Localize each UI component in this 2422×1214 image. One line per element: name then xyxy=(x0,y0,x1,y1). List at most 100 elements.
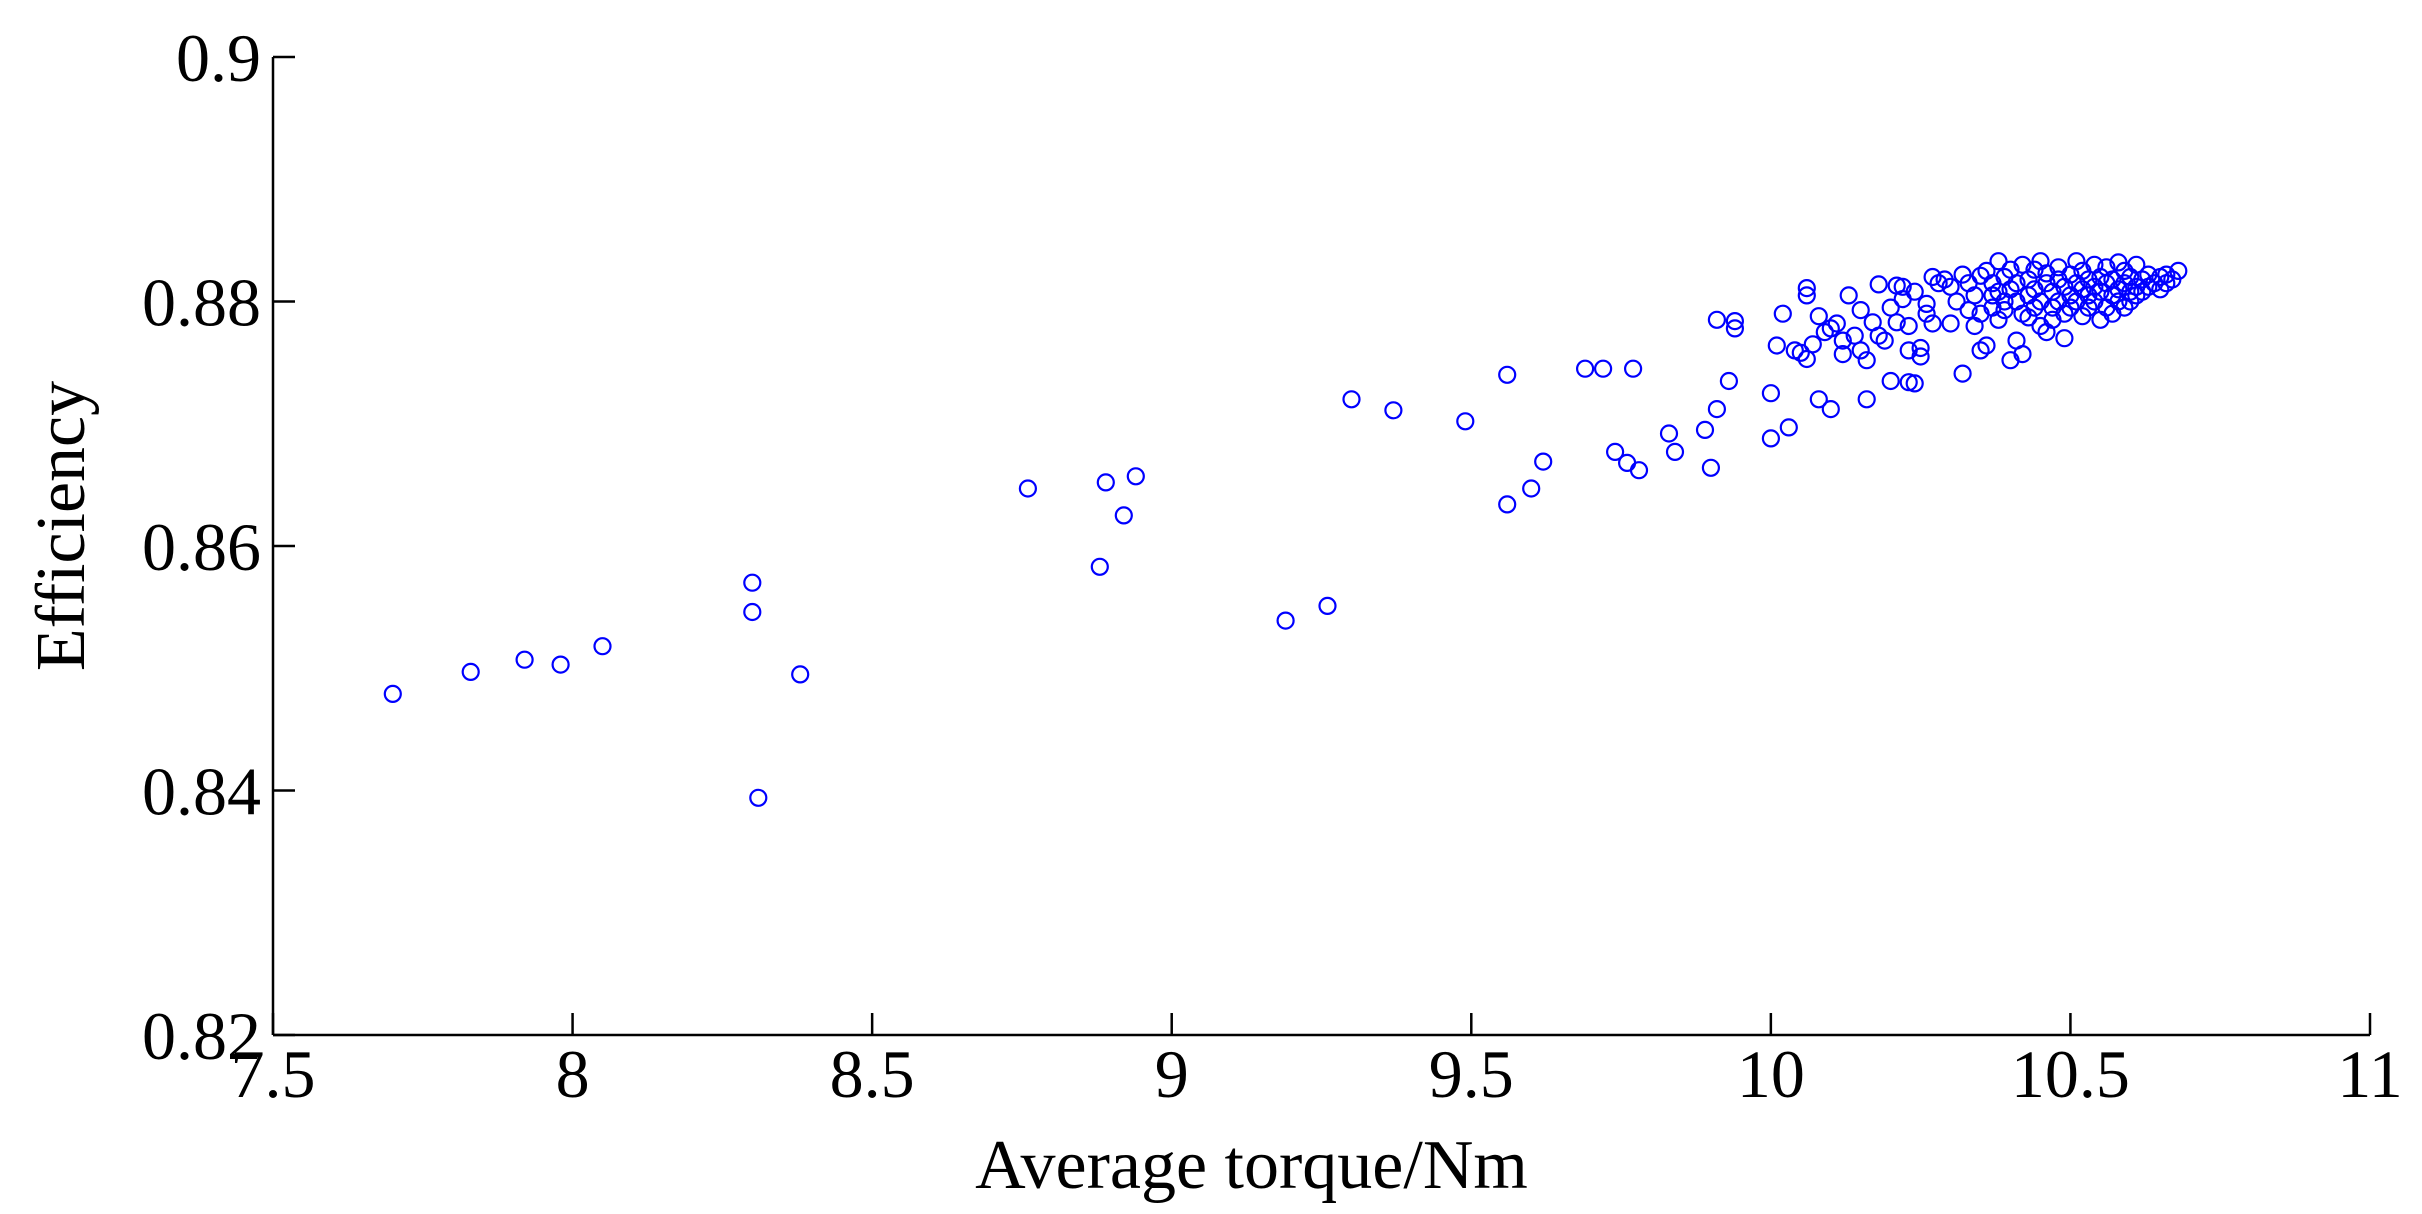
data-point xyxy=(1923,267,1942,287)
data-point xyxy=(1989,252,2008,271)
data-point xyxy=(1342,390,1361,409)
data-point xyxy=(1090,557,1109,576)
data-point xyxy=(1773,304,1792,323)
data-points xyxy=(383,252,2188,807)
data-point xyxy=(1276,611,1295,630)
data-point xyxy=(791,665,810,684)
data-point xyxy=(1893,290,1912,309)
data-point xyxy=(1797,279,1816,298)
data-point xyxy=(2133,282,2152,301)
data-point xyxy=(1947,292,1966,311)
data-point xyxy=(1659,424,1679,443)
data-point xyxy=(2085,277,2104,296)
data-point xyxy=(1725,312,1745,331)
x-tick-label: 10.5 xyxy=(2011,1036,2130,1112)
x-tick-label: 9.5 xyxy=(1429,1036,1514,1112)
data-point xyxy=(1869,326,1888,345)
data-point xyxy=(1498,365,1517,384)
data-point xyxy=(1809,390,1828,409)
data-point xyxy=(2073,280,2092,299)
data-point xyxy=(2103,270,2122,289)
data-point xyxy=(2115,298,2134,317)
data-point xyxy=(515,650,534,669)
axes xyxy=(271,55,2372,1037)
data-point xyxy=(2145,274,2164,293)
data-point xyxy=(1875,331,1894,350)
data-point xyxy=(1522,479,1541,498)
data-point xyxy=(1857,390,1876,409)
data-point xyxy=(1318,596,1337,616)
data-point xyxy=(1833,345,1852,364)
data-point xyxy=(1779,418,1798,437)
data-point xyxy=(743,602,762,622)
data-point xyxy=(2109,280,2128,299)
data-point xyxy=(1707,400,1727,419)
data-point xyxy=(1629,461,1649,480)
data-point xyxy=(2019,270,2038,289)
data-point xyxy=(2157,265,2176,284)
data-point xyxy=(1803,335,1822,354)
data-point xyxy=(1767,336,1786,355)
x-tick-label: 11 xyxy=(2337,1036,2402,1112)
data-point xyxy=(1953,364,1972,383)
data-point xyxy=(2025,298,2044,317)
data-point xyxy=(1893,277,1912,296)
data-point xyxy=(461,662,480,682)
y-tick-label: 0.88 xyxy=(142,265,261,341)
data-point xyxy=(1126,467,1145,486)
data-point xyxy=(749,788,768,807)
data-point xyxy=(1911,338,1930,358)
data-point xyxy=(1695,420,1715,439)
data-point xyxy=(2091,267,2110,287)
data-point xyxy=(1917,304,1936,323)
data-point xyxy=(1725,319,1745,338)
data-point xyxy=(1869,275,1888,294)
y-axis-title: Efficiency xyxy=(23,381,100,671)
data-point xyxy=(1977,336,1996,355)
x-tick-label: 8.5 xyxy=(830,1036,915,1112)
y-tick-label: 0.9 xyxy=(176,20,261,96)
data-point xyxy=(1941,314,1960,333)
data-point xyxy=(1623,359,1643,378)
data-point xyxy=(1719,371,1739,391)
data-point xyxy=(1905,374,1924,393)
data-point xyxy=(2109,292,2128,311)
y-tick-label: 0.82 xyxy=(142,998,261,1074)
data-point xyxy=(1905,282,1924,301)
data-point xyxy=(1575,359,1595,378)
data-point xyxy=(1701,458,1721,477)
data-point xyxy=(1498,495,1517,514)
data-point xyxy=(1833,331,1852,350)
data-point xyxy=(1761,429,1781,448)
data-point xyxy=(551,655,570,674)
x-tick-label: 7.5 xyxy=(231,1036,316,1112)
data-point xyxy=(2169,261,2188,280)
data-point xyxy=(1605,442,1625,461)
data-point xyxy=(1821,319,1840,338)
data-point xyxy=(1923,314,1942,333)
data-point xyxy=(1617,453,1637,472)
data-point xyxy=(1887,313,1906,332)
data-point xyxy=(1665,442,1685,461)
x-tick-label: 9 xyxy=(1155,1036,1189,1112)
y-tick-label: 0.84 xyxy=(142,754,261,830)
data-point xyxy=(1534,452,1553,471)
x-axis-title: Average torque/Nm xyxy=(975,1127,1528,1204)
data-point xyxy=(1851,341,1870,360)
data-point xyxy=(2019,308,2038,327)
data-point xyxy=(1839,286,1858,305)
data-point xyxy=(1821,400,1840,419)
x-tick-label: 8 xyxy=(556,1036,590,1112)
data-point xyxy=(1917,294,1936,313)
data-point xyxy=(1456,412,1475,431)
data-point xyxy=(1797,286,1816,305)
data-point xyxy=(2067,252,2086,271)
data-point xyxy=(2013,345,2032,364)
data-point xyxy=(1384,401,1403,420)
data-point xyxy=(1809,307,1828,326)
data-point xyxy=(2055,329,2074,348)
data-point xyxy=(1899,316,1918,336)
tick-labels: 7.5 8 8.5 9 9.5 10 10.5 11 0.82 0.84 0.86 0.88 0.9 xyxy=(142,20,2403,1112)
data-point xyxy=(1971,341,1990,360)
